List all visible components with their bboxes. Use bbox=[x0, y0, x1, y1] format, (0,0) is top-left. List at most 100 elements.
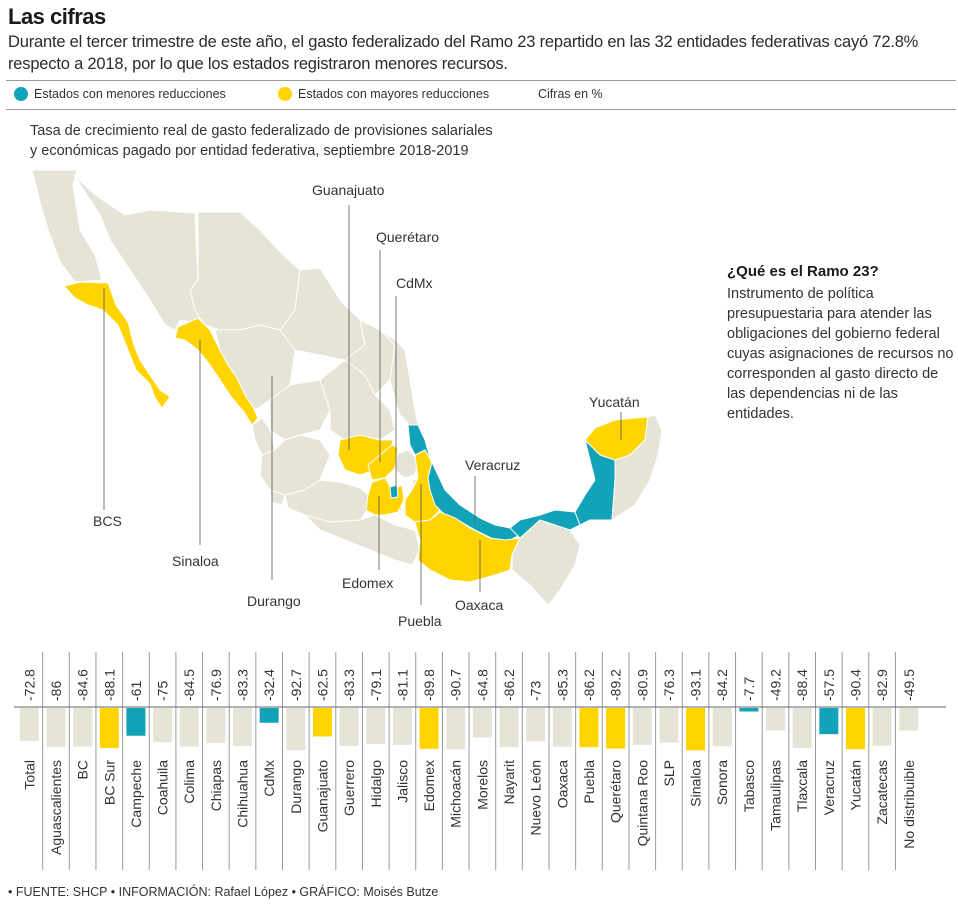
category-label: Puebla bbox=[581, 760, 597, 804]
bar-slp bbox=[659, 708, 679, 743]
value-label: -81.1 bbox=[394, 669, 410, 701]
category-label: Michoacán bbox=[448, 760, 464, 828]
category-label: No distribuible bbox=[901, 760, 917, 849]
category-label: Veracruz bbox=[821, 760, 837, 815]
value-label: -90.7 bbox=[448, 669, 464, 701]
value-label: -61 bbox=[128, 681, 144, 701]
bar-chiapas bbox=[206, 708, 226, 743]
value-label: -57.5 bbox=[821, 669, 837, 701]
map-label-bcs: BCS bbox=[93, 513, 122, 529]
map-label-sinaloa: Sinaloa bbox=[172, 553, 219, 569]
value-label: -76.9 bbox=[208, 669, 224, 701]
leader-lines bbox=[103, 205, 622, 605]
category-label: Jalisco bbox=[394, 760, 410, 803]
value-label: -79.1 bbox=[368, 669, 384, 701]
bar-no-distribuible bbox=[899, 708, 919, 731]
value-label: -89.8 bbox=[421, 669, 437, 701]
bar-chihuahua bbox=[233, 708, 253, 746]
bar-edomex bbox=[419, 708, 439, 749]
state-jalisco bbox=[259, 434, 331, 496]
value-label: -49.2 bbox=[768, 669, 784, 701]
bar-tabasco bbox=[739, 708, 759, 712]
map-label-puebla: Puebla bbox=[398, 613, 442, 629]
bar-veracruz bbox=[819, 708, 839, 735]
units-note-text: Cifras en % bbox=[538, 87, 603, 101]
value-label: -86.2 bbox=[581, 669, 597, 701]
bar-bc bbox=[73, 708, 93, 747]
bar-sinaloa bbox=[686, 708, 706, 751]
bar-coahuila bbox=[153, 708, 173, 743]
state-chihuahua bbox=[189, 211, 301, 331]
map-title-line2: y económicas pagado por entidad federati… bbox=[30, 143, 469, 159]
category-label: Sinaloa bbox=[688, 760, 704, 807]
value-label: -83.3 bbox=[341, 669, 357, 701]
bar-durango bbox=[286, 708, 306, 751]
value-label: -32.4 bbox=[261, 669, 277, 701]
value-label: -83.3 bbox=[235, 669, 251, 701]
map-labels: Guanajuato Querétaro CdMx Yucatán Veracr… bbox=[93, 182, 640, 629]
page-title: Las cifras bbox=[8, 4, 106, 29]
bar-aguascalientes bbox=[46, 708, 66, 748]
state-guerrero bbox=[304, 514, 421, 566]
chart-dividers bbox=[42, 652, 896, 870]
legend-label: Estados con mayores reducciones bbox=[298, 87, 490, 101]
legend-item-low: Estados con menores reducciones bbox=[14, 87, 226, 101]
ramo23-info-box: ¿Qué es el Ramo 23? Instrumento de polít… bbox=[727, 263, 957, 424]
bar-sonora bbox=[712, 708, 732, 747]
value-label: -64.8 bbox=[474, 669, 490, 701]
value-label: -88.1 bbox=[101, 669, 117, 701]
units-note: Cifras en % bbox=[538, 87, 603, 101]
bar-cdmx bbox=[259, 708, 279, 723]
category-label: Campeche bbox=[128, 760, 144, 828]
bar-colima bbox=[179, 708, 199, 747]
chart-bars bbox=[19, 708, 919, 751]
value-label: -84.6 bbox=[75, 669, 91, 701]
category-label: Zacatecas bbox=[874, 760, 890, 825]
bar-quintana-roo bbox=[632, 708, 652, 745]
bar-tlaxcala bbox=[792, 708, 812, 749]
legend-item-high: Estados con mayores reducciones bbox=[278, 87, 489, 101]
state-colima bbox=[269, 489, 286, 506]
category-label: SLP bbox=[661, 760, 677, 786]
category-label: BC bbox=[75, 760, 91, 779]
map-title-line1: Tasa de crecimiento real de gasto federa… bbox=[30, 123, 493, 139]
category-label: Durango bbox=[288, 760, 304, 814]
mexico-map: Guanajuato Querétaro CdMx Yucatán Veracr… bbox=[31, 169, 663, 629]
category-label: Edomex bbox=[421, 760, 437, 811]
value-label: -62.5 bbox=[314, 669, 330, 701]
category-label: Guerrero bbox=[341, 760, 357, 816]
bar-yucatán bbox=[845, 708, 865, 750]
map-label-queretaro: Querétaro bbox=[376, 229, 439, 245]
map-label-durango: Durango bbox=[247, 593, 301, 609]
value-label: -49.5 bbox=[901, 669, 917, 701]
bar-oaxaca bbox=[552, 708, 572, 747]
category-label: Nayarit bbox=[501, 760, 517, 804]
value-label: -86.2 bbox=[501, 669, 517, 701]
chart-value-labels: -72.8 -86 -84.6 -88.1 -61 -75 -84.5 -76.9 -83.3-… bbox=[21, 669, 916, 701]
bar-jalisco bbox=[392, 708, 412, 745]
state-slp bbox=[319, 359, 396, 441]
bar-bc-sur bbox=[99, 708, 119, 749]
value-label: -75 bbox=[155, 681, 171, 701]
legend-dot-teal-icon bbox=[14, 87, 28, 101]
value-label: -7.7 bbox=[741, 677, 757, 701]
state-edomex bbox=[365, 477, 405, 516]
value-label: -84.2 bbox=[714, 669, 730, 701]
value-label: -85.3 bbox=[554, 669, 570, 701]
category-label: Hidalgo bbox=[368, 760, 384, 808]
value-label: -80.9 bbox=[634, 669, 650, 701]
legend: Estados con menores reducciones Estados … bbox=[6, 80, 956, 110]
category-label: Sonora bbox=[714, 760, 730, 805]
state-bcs bbox=[63, 281, 171, 409]
category-label: Tamaulipas bbox=[768, 760, 784, 831]
bar-michoacán bbox=[446, 708, 466, 750]
state-bc bbox=[31, 169, 103, 283]
bar-nayarit bbox=[499, 708, 519, 748]
map-label-yucatan: Yucatán bbox=[589, 394, 640, 410]
state-hidalgo bbox=[392, 449, 419, 479]
bar-zacatecas bbox=[872, 708, 892, 746]
bar-chart: -72.8 -86 -84.6 -88.1 -61 -75 -84.5 -76.9 -83.3-… bbox=[14, 652, 946, 870]
category-label: Guanajuato bbox=[314, 760, 330, 833]
value-label: -82.9 bbox=[874, 669, 890, 701]
value-label: -76.3 bbox=[661, 669, 677, 701]
